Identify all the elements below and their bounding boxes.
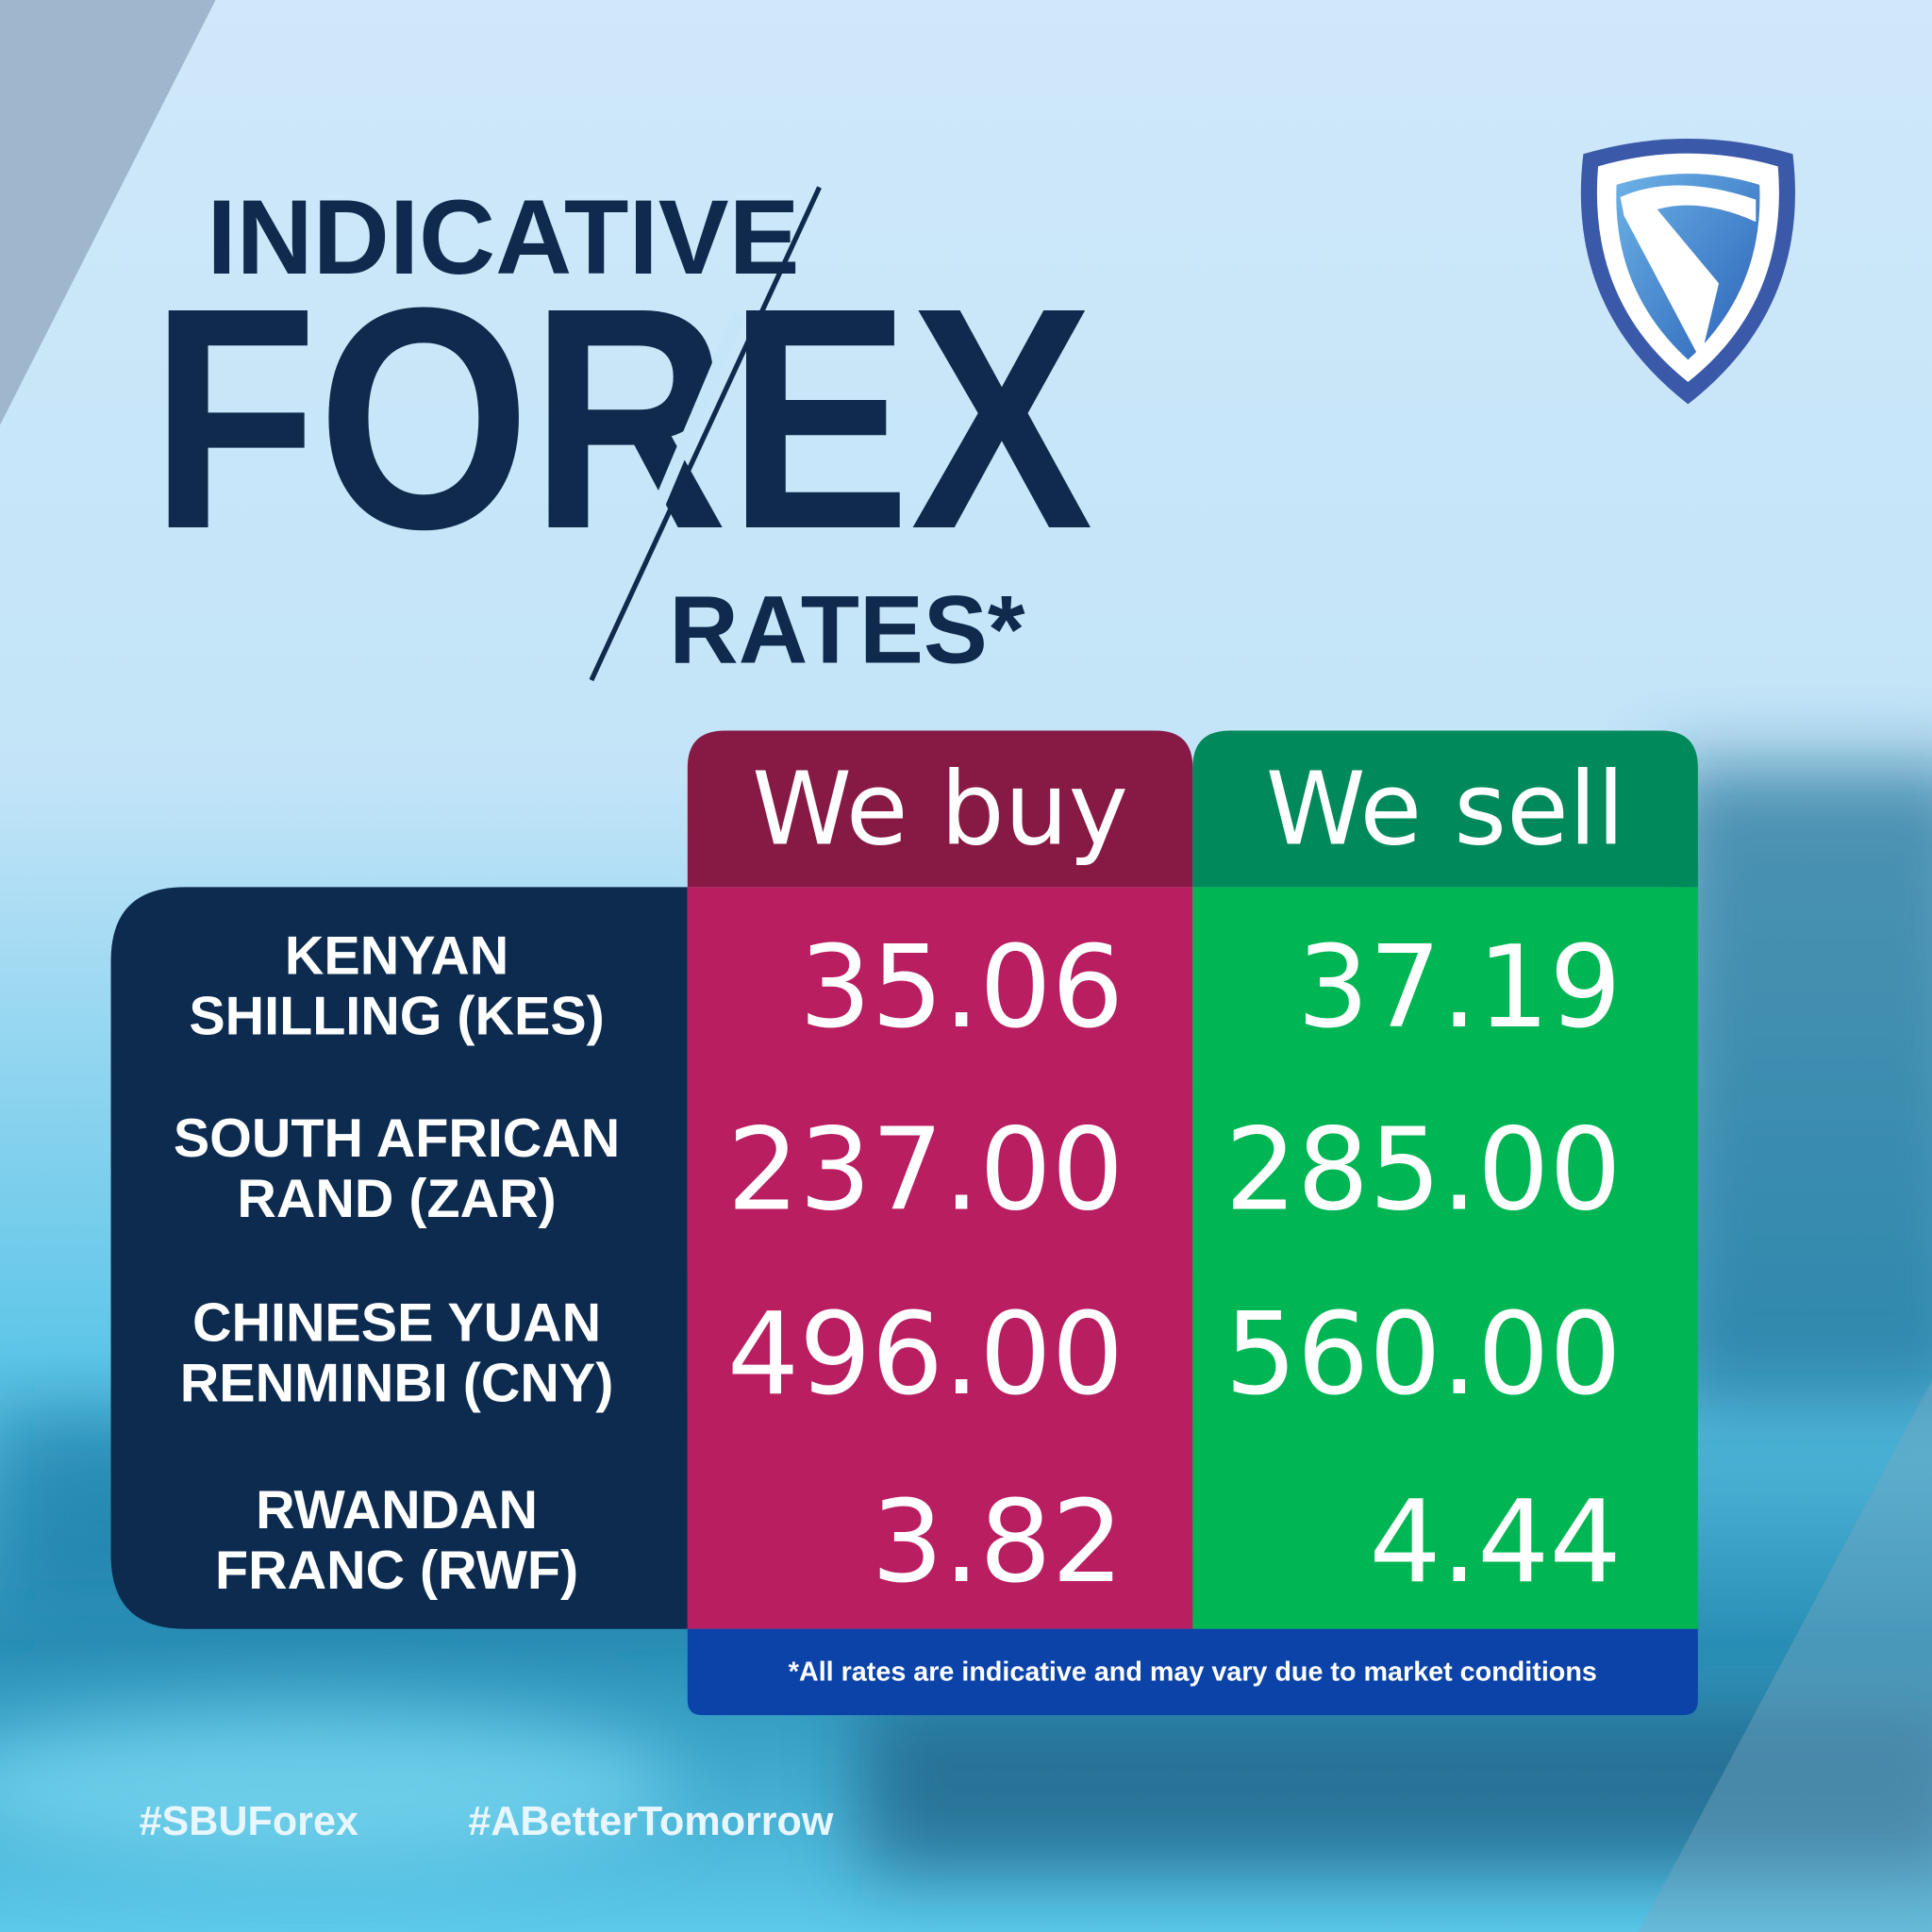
sell-header [1192, 730, 1698, 888]
footnote-bar [687, 1628, 1698, 1716]
currency-label: RENMINBI (CNY) [180, 1354, 614, 1414]
sell-rate: 285.00 [1224, 1104, 1621, 1236]
buy-rate: 496.00 [727, 1289, 1124, 1421]
logo [1580, 138, 1795, 405]
corner-shape [0, 0, 216, 425]
title-slash [635, 311, 745, 551]
corner-shape [1639, 1379, 1932, 1932]
buy-rate: 3.82 [872, 1476, 1124, 1608]
buy-header [687, 730, 1193, 888]
currency-label: RWANDAN [256, 1480, 538, 1541]
hashtag[interactable]: #ABetterTomorrow [468, 1799, 834, 1844]
currency-label: SHILLING (KES) [189, 986, 604, 1046]
currency-label: FRANC (RWF) [215, 1541, 578, 1601]
sell-rate: 37.19 [1297, 922, 1622, 1054]
currency-label: KENYAN [285, 925, 508, 986]
background-blur [0, 763, 1932, 1874]
title-main: FOREX [150, 242, 1094, 594]
footnote: *All rates are indicative and may vary d… [789, 1657, 1597, 1688]
label-panel [110, 887, 688, 1629]
title-slash [589, 186, 822, 682]
sell-column [1192, 887, 1698, 1629]
buy-column [687, 887, 1193, 1629]
sell-rate: 560.00 [1224, 1289, 1621, 1421]
buy-rate: 35.06 [799, 922, 1124, 1054]
column-header: We buy [752, 752, 1128, 869]
currency-label: SOUTH AFRICAN [174, 1108, 620, 1169]
title-line: INDICATIVE [207, 177, 799, 296]
currency-label: RAND (ZAR) [237, 1169, 556, 1229]
hashtag[interactable]: #SBUForex [140, 1799, 358, 1844]
sell-rate: 4.44 [1369, 1476, 1622, 1608]
title-line: RATES* [669, 576, 1025, 684]
currency-label: CHINESE YUAN [192, 1293, 601, 1354]
column-header: We sell [1266, 752, 1625, 869]
buy-rate: 237.00 [727, 1104, 1124, 1236]
